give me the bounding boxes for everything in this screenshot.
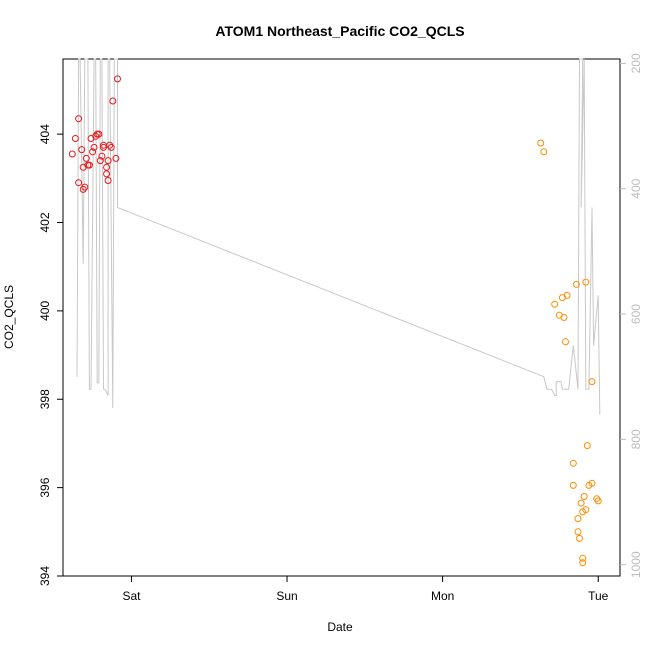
data-point-series-1: [112, 154, 120, 162]
data-point-series-2: [594, 497, 602, 505]
data-point-series-1: [68, 150, 76, 158]
data-point-series-1: [90, 143, 98, 151]
right-axis: 200 400 600 800 1000: [620, 53, 643, 578]
data-point-series-1: [103, 170, 111, 178]
data-point-series-1: [98, 152, 106, 160]
profile-line: [76, 58, 601, 415]
y-tick-label: 402: [38, 212, 52, 232]
x-tick-label: Sun: [276, 589, 297, 603]
data-point-series-2: [577, 499, 585, 507]
data-point-series-1: [103, 163, 111, 171]
y-tick-label: 404: [38, 124, 52, 144]
data-point-series-2: [576, 534, 583, 542]
x-tick-label: Sat: [122, 589, 141, 603]
x-axis: Sat Sun Mon Tue: [122, 576, 609, 603]
data-point-series-1: [71, 135, 79, 142]
x-tick-label: Mon: [431, 589, 454, 603]
data-point-series-2: [582, 278, 590, 286]
data-point-series-1: [78, 146, 86, 154]
data-point-series-1: [82, 154, 90, 162]
y-tick-label: 396: [38, 477, 52, 497]
data-point-series-2: [572, 280, 580, 288]
data-point-series-1: [104, 157, 112, 165]
plot-frame: [62, 58, 621, 577]
x-tick-label: Tue: [588, 589, 609, 603]
data-point-series-2: [560, 314, 568, 321]
data-point-series-2: [569, 459, 577, 467]
chart-title: ATOM1 Northeast_Pacific CO2_QCLS: [215, 23, 464, 39]
data-point-series-1: [95, 130, 103, 138]
data-point-series-2: [579, 554, 587, 562]
y-axis-label: CO2_QCLS: [2, 285, 16, 349]
data-point-series-2: [537, 139, 545, 147]
data-point-series-1: [107, 143, 115, 151]
data-point-series-2: [582, 506, 590, 514]
data-point-series-2: [574, 515, 582, 523]
right-tick-label: 1000: [629, 551, 643, 578]
data-point-series-1: [114, 75, 121, 83]
data-point-series-2: [562, 338, 569, 346]
data-point-series-2: [563, 291, 571, 299]
data-point-series-2: [588, 378, 596, 386]
right-tick-label: 800: [629, 429, 643, 449]
y-axis: 394 396 398 400 402 404: [38, 124, 63, 586]
data-point-series-2: [551, 300, 559, 308]
right-tick-label: 200: [629, 53, 643, 73]
x-axis-label: Date: [327, 620, 353, 634]
data-point-series-1: [81, 183, 89, 191]
data-point-series-1: [75, 179, 83, 187]
points-layer: [68, 75, 602, 567]
y-tick-label: 400: [38, 301, 52, 321]
data-point-series-1: [85, 161, 93, 169]
data-point-series-2: [580, 493, 588, 500]
data-point-series-2: [583, 442, 591, 450]
right-tick-label: 400: [629, 178, 643, 198]
y-tick-label: 398: [38, 389, 52, 409]
data-point-series-2: [569, 481, 577, 489]
data-point-series-1: [89, 148, 97, 156]
right-tick-label: 600: [629, 304, 643, 324]
data-point-series-1: [75, 115, 83, 123]
data-point-series-1: [104, 177, 112, 184]
data-point-series-1: [109, 97, 117, 105]
data-point-series-1: [100, 143, 107, 151]
data-point-series-2: [579, 559, 587, 567]
profile-line-layer: [76, 58, 601, 415]
data-point-series-2: [540, 148, 548, 156]
data-point-series-2: [574, 528, 582, 536]
y-tick-label: 394: [38, 566, 52, 586]
data-point-series-1: [96, 157, 104, 165]
data-point-series-2: [588, 479, 596, 487]
